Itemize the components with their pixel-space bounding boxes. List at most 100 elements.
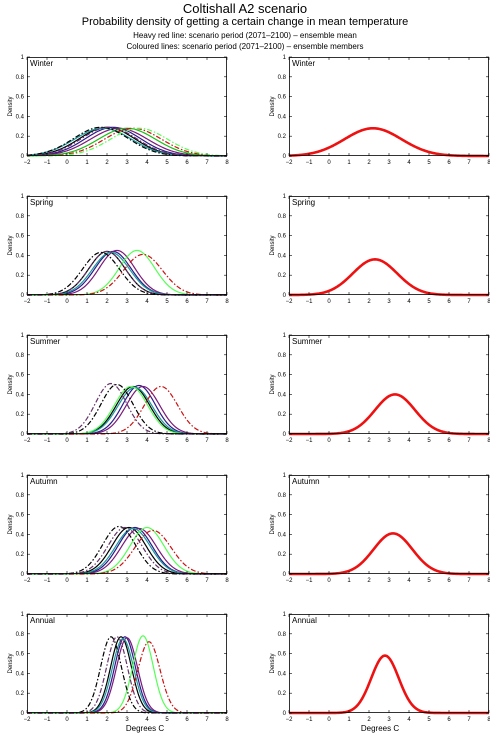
x-tick-label: 2 <box>105 578 109 584</box>
density-curve-member-7 <box>26 251 227 296</box>
series-group <box>289 654 489 715</box>
y-axis-label: Density <box>8 96 14 116</box>
x-tick-label: 6 <box>447 438 451 444</box>
x-tick-label: 0 <box>327 160 331 166</box>
x-tick-label: −2 <box>286 578 294 584</box>
x-tick-label: 0 <box>65 578 69 584</box>
x-tick-label: 4 <box>145 717 149 723</box>
y-axis-label: Density <box>8 514 14 534</box>
x-tick-label: 7 <box>205 160 209 166</box>
x-tick-label: 2 <box>105 299 109 305</box>
density-curve-member-9 <box>26 126 227 157</box>
x-tick-label: 1 <box>85 578 89 584</box>
y-tick-label: 0 <box>283 572 287 578</box>
x-tick-label: 6 <box>185 578 189 584</box>
density-curve-member-1 <box>26 126 227 157</box>
x-tick-label: 3 <box>125 717 129 723</box>
y-tick-label: 0.6 <box>278 513 287 519</box>
y-tick-label: 1 <box>283 194 287 200</box>
x-tick-label: 3 <box>387 438 391 444</box>
x-tick-label: −2 <box>286 438 294 444</box>
x-tick-label: −1 <box>306 578 314 584</box>
x-tick-label: 2 <box>105 438 109 444</box>
x-tick-label: 7 <box>467 438 471 444</box>
y-tick-label: 0.6 <box>16 652 25 658</box>
y-tick-label: 1 <box>283 333 287 339</box>
density-curve-member-2 <box>27 250 227 296</box>
x-tick-label: 7 <box>467 578 471 584</box>
x-tick-label: −2 <box>24 438 32 444</box>
series-group <box>288 126 489 158</box>
y-tick-label: 0.4 <box>278 114 287 120</box>
y-tick-label: 0.8 <box>16 353 25 359</box>
x-tick-label: 3 <box>125 160 129 166</box>
x-tick-label: 1 <box>347 578 351 584</box>
x-tick-label: 3 <box>125 578 129 584</box>
y-tick-label: 0.2 <box>16 691 25 697</box>
y-tick-label: 0.4 <box>278 532 287 538</box>
season-label: Autumn <box>30 477 58 486</box>
x-tick-label: 1 <box>347 717 351 723</box>
x-tick-label: −1 <box>306 160 314 166</box>
x-tick-label: 4 <box>145 160 149 166</box>
season-label: Autumn <box>292 477 320 486</box>
density-curve-member-5 <box>27 249 227 296</box>
x-tick-label: −1 <box>44 299 52 305</box>
x-tick-label: 1 <box>85 299 89 305</box>
y-tick-label: 0.4 <box>16 114 25 120</box>
x-tick-label: 6 <box>185 160 189 166</box>
y-axis-label: Density <box>270 96 276 116</box>
chart-panel-spring-members: −2 −1 0 1 2 3 4 5 6 7 8 0 0.2 0.4 0.6 0.8 1 Spring Density <box>8 194 229 305</box>
density-curve-member-8 <box>27 250 227 296</box>
x-tick-label: 5 <box>427 160 431 166</box>
x-tick-label: 1 <box>347 438 351 444</box>
density-curve-mean <box>289 393 489 436</box>
x-tick-label: 2 <box>367 438 371 444</box>
y-tick-label: 0.2 <box>16 273 25 279</box>
density-curve-member-5 <box>27 526 227 575</box>
x-tick-label: 6 <box>185 438 189 444</box>
y-tick-label: 0 <box>283 432 287 438</box>
density-curve-member-6 <box>27 529 227 575</box>
density-curve-member-2 <box>26 126 227 157</box>
y-axis-label: Density <box>8 235 14 255</box>
x-tick-label: 4 <box>407 160 411 166</box>
x-tick-label: 4 <box>407 578 411 584</box>
y-tick-label: 0 <box>21 432 25 438</box>
x-tick-label: 0 <box>327 438 331 444</box>
plot-frame <box>27 57 227 156</box>
x-tick-label: −2 <box>286 160 294 166</box>
season-label: Annual <box>30 616 55 625</box>
y-axis-label: Density <box>270 374 276 394</box>
density-curve-member-1 <box>27 250 227 296</box>
y-tick-label: 1 <box>21 333 25 339</box>
x-tick-label: 4 <box>407 299 411 305</box>
x-tick-label: 3 <box>387 160 391 166</box>
x-tick-label: 5 <box>427 438 431 444</box>
y-tick-label: 0.2 <box>278 412 287 418</box>
y-tick-label: 0.6 <box>16 234 25 240</box>
series-group <box>289 258 489 297</box>
x-tick-label: 5 <box>427 578 431 584</box>
season-label: Annual <box>292 616 317 625</box>
x-tick-label: −1 <box>44 438 52 444</box>
y-tick-label: 0.8 <box>278 632 287 638</box>
x-tick-label: 7 <box>205 578 209 584</box>
x-axis-label-left: Degrees C <box>125 724 165 733</box>
x-tick-label: 6 <box>447 717 451 723</box>
x-tick-label: −1 <box>306 299 314 305</box>
series-group <box>289 532 489 576</box>
x-tick-label: 7 <box>467 160 471 166</box>
y-tick-label: 0.8 <box>16 493 25 499</box>
season-label: Summer <box>292 337 323 346</box>
x-tick-label: −2 <box>24 717 32 723</box>
y-tick-label: 0.6 <box>278 373 287 379</box>
x-tick-label: 0 <box>327 299 331 305</box>
y-tick-label: 1 <box>283 473 287 479</box>
y-tick-label: 0.4 <box>278 253 287 259</box>
density-curve-member-8 <box>27 526 227 575</box>
y-tick-label: 0.6 <box>16 373 25 379</box>
season-label: Winter <box>30 59 53 68</box>
y-tick-label: 0.6 <box>278 95 287 101</box>
plot-frame <box>289 57 489 156</box>
